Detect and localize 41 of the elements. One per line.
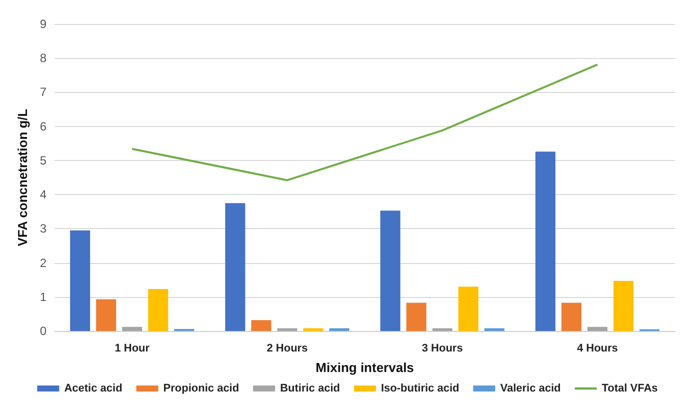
bar: [587, 326, 608, 331]
x-tick-label: 3 Hours: [422, 342, 463, 354]
x-tick-label: 2 Hours: [266, 342, 308, 354]
bar: [225, 203, 246, 331]
bar: [406, 302, 426, 331]
bar: [484, 328, 504, 331]
y-tick-label: 8: [40, 51, 47, 66]
bar: [329, 328, 350, 331]
bar: [458, 286, 478, 331]
bar: [96, 299, 116, 331]
y-tick-label: 7: [40, 85, 47, 100]
x-tick-label: 1 Hour: [114, 342, 150, 354]
legend-label: Butiric acid: [280, 382, 340, 394]
y-tick-label: 1: [40, 290, 47, 304]
y-tick-label: 3: [40, 222, 47, 236]
legend-label: Valeric acid: [500, 382, 561, 394]
y-axis-title: VFA concnetration g/L: [15, 108, 30, 246]
legend-label: Acetic acid: [64, 382, 122, 394]
x-tick-label: 4 Hours: [576, 342, 618, 354]
y-tick-label: 2: [40, 256, 47, 270]
legend-label: Propionic acid: [163, 382, 240, 394]
legend-label: Iso-butiric acid: [380, 382, 460, 394]
y-tick-label: 5: [40, 153, 47, 168]
bar: [535, 152, 556, 331]
bar: [148, 289, 168, 331]
legend-label: Total VFAs: [602, 382, 658, 394]
y-tick-label: 4: [40, 188, 47, 202]
y-tick-label: 9: [40, 17, 47, 31]
bar: [122, 326, 142, 331]
line-series: [131, 64, 598, 182]
bar: [251, 320, 272, 331]
bar: [613, 280, 634, 331]
x-axis-title: Mixing intervals: [316, 360, 414, 375]
bar: [70, 230, 90, 331]
bar: [303, 328, 324, 331]
bar: [277, 328, 298, 331]
bar: [380, 210, 400, 331]
y-tick-label: 0: [40, 324, 47, 338]
bar: [432, 328, 452, 331]
bar: [561, 302, 582, 331]
y-tick-label: 6: [40, 119, 47, 134]
